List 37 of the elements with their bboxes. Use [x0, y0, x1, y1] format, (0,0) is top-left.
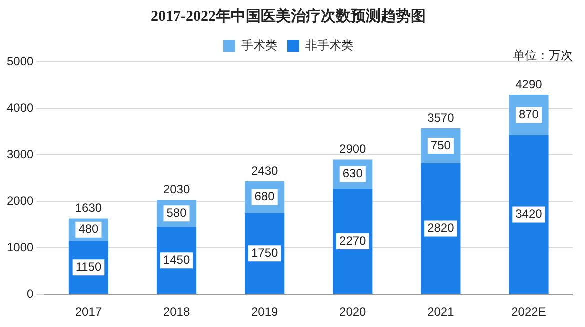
data-label: 1750 — [251, 246, 278, 260]
data-label: 480 — [78, 222, 100, 236]
data-label: 870 — [518, 108, 540, 122]
data-label: 3420 — [516, 207, 543, 222]
data-label: 1150 — [76, 260, 102, 274]
total-label: 2900 — [340, 142, 367, 156]
y-tick-label: 4000 — [6, 100, 34, 115]
total-label: 1630 — [75, 201, 102, 216]
data-label: 630 — [342, 166, 364, 181]
y-tick-label: 1000 — [6, 240, 34, 254]
data-label: 750 — [430, 138, 452, 152]
data-label: 1450 — [163, 252, 190, 267]
y-tick-label: 2000 — [6, 194, 34, 208]
total-label: 4290 — [516, 77, 543, 92]
legend-label: 非手术类 — [306, 38, 354, 52]
data-label: 2270 — [340, 234, 367, 248]
y-tick-label: 3000 — [6, 147, 34, 162]
bar — [509, 136, 549, 294]
data-label: 580 — [166, 206, 188, 220]
y-tick-label: 5000 — [6, 54, 34, 68]
y-tick-label: 0 — [27, 286, 34, 301]
bar — [421, 163, 461, 294]
total-label: 2030 — [163, 182, 190, 196]
x-tick-label: 2021 — [428, 305, 455, 320]
data-label: 2820 — [428, 221, 455, 236]
chart-title: 2017-2022年中国医美治疗次数预测趋势图 — [151, 6, 426, 25]
x-tick-label: 2019 — [251, 305, 278, 320]
annotation: 单位：万次 — [513, 48, 573, 62]
x-tick-label: 2022E — [512, 305, 546, 320]
x-tick-label: 2020 — [340, 305, 367, 320]
bar — [333, 189, 373, 294]
x-tick-label: 2017 — [75, 305, 102, 320]
data-label: 680 — [254, 190, 276, 204]
total-label: 2430 — [251, 164, 278, 178]
total-label: 3570 — [428, 110, 455, 125]
legend-label: 手术类 — [242, 38, 278, 52]
x-tick-label: 2018 — [163, 305, 190, 320]
